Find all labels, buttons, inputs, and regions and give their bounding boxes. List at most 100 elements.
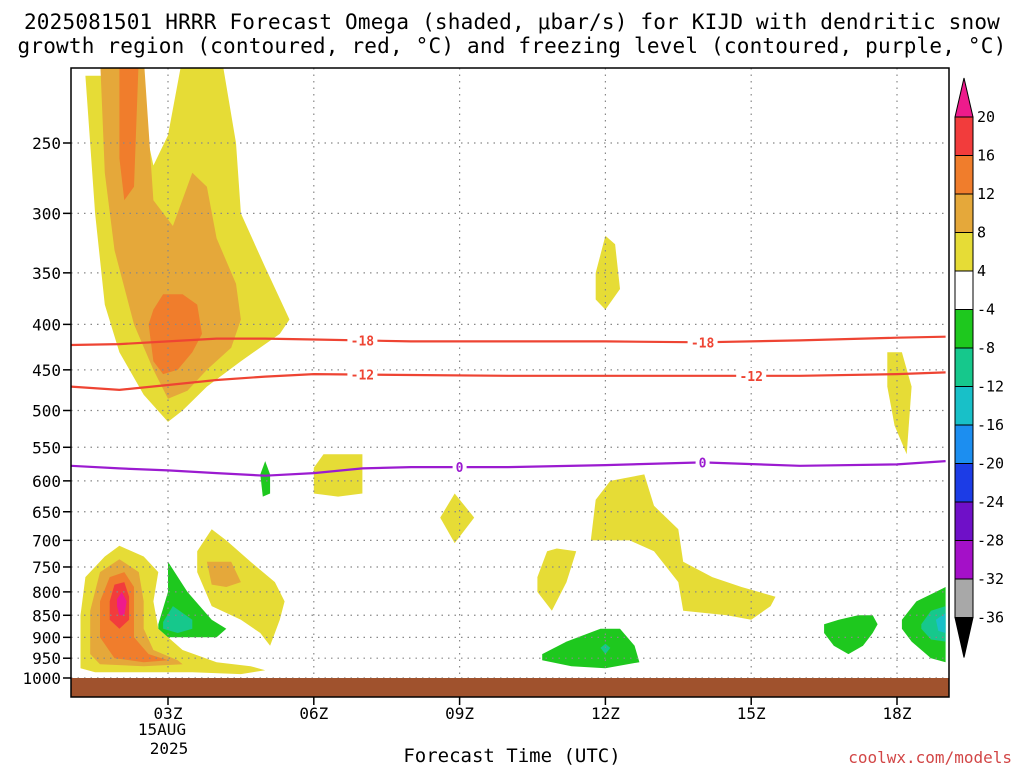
y-tick-label-700: 700: [32, 531, 61, 550]
omega-region-18: [163, 606, 193, 633]
colorbar-label: -24: [977, 493, 1004, 511]
y-tick-label-850: 850: [32, 606, 61, 625]
colorbar-bin-6: [954, 347, 974, 387]
chart-title-line-1: 2025081501 HRRR Forecast Omega (shaded, …: [23, 10, 1001, 34]
y-tick-label-800: 800: [32, 583, 61, 602]
colorbar-bin-7: [954, 386, 974, 426]
contour-label-0: 0: [456, 461, 464, 476]
omega-region-25: [935, 613, 946, 633]
x-tick-label-06Z: 06Z: [299, 704, 328, 723]
colorbar-label: -8: [977, 339, 995, 357]
colorbar-bin-5: [954, 309, 974, 349]
contour-label--12: -12: [739, 370, 762, 385]
colorbar-top-arrow: [954, 77, 974, 118]
colorbar-bin-3: [954, 232, 974, 272]
contour-label--18: -18: [691, 336, 715, 351]
y-tick-label-500: 500: [32, 402, 61, 421]
y-tick-label-400: 400: [32, 315, 61, 334]
x-tick-label-09Z: 09Z: [445, 704, 474, 723]
contour-label-bg: [736, 367, 767, 384]
contour-label-bg: [695, 454, 710, 471]
colorbar-label: -32: [977, 570, 1004, 588]
colorbar-bin-1: [954, 155, 974, 195]
credit-link[interactable]: coolwx.com/models: [848, 748, 1012, 767]
omega-region-3: [148, 294, 202, 375]
colorbar-label: 20: [977, 108, 995, 126]
x-tick-label-03Z: 03Z: [154, 704, 183, 723]
temperature-contours: -18 -18 -12 -12 0 0: [71, 332, 946, 477]
colorbar-bin-4: [954, 270, 974, 310]
x-tick-label-15Z: 15Z: [737, 704, 766, 723]
colorbar-label: -12: [977, 378, 1004, 396]
chart-title-line-2: growth region (contoured, red, °C) and f…: [17, 34, 1007, 58]
omega-region-1: [100, 68, 241, 399]
colorbar-label: 8: [977, 224, 986, 242]
x-axis-ticks: 03Z 06Z 09Z 12Z 15Z 18Z: [154, 697, 912, 723]
y-tick-label-550: 550: [32, 438, 61, 457]
colorbar-label: -16: [977, 416, 1004, 434]
omega-region-8: [590, 474, 776, 620]
omega-region-4: [595, 235, 620, 310]
omega-region-16: [117, 591, 127, 616]
contour-label--12: -12: [351, 369, 374, 384]
omega-region-19: [260, 461, 271, 497]
x-tick-label-12Z: 12Z: [591, 704, 620, 723]
colorbar-bin-0: [954, 116, 974, 156]
contour-label-bg: [452, 459, 467, 476]
contour-label-0: 0: [699, 456, 707, 471]
colorbar: 20 16 12 8 4 -4 -8 -12 -16 -20 -24 -28 -32 -36: [954, 77, 1004, 658]
y-tick-label-900: 900: [32, 628, 61, 647]
colorbar-bin-2: [954, 193, 974, 233]
omega-region-20: [542, 628, 640, 669]
omega-region-24: [921, 606, 946, 642]
colorbar-bin-8: [954, 424, 974, 464]
contour-label-bg: [347, 366, 378, 383]
y-tick-label-650: 650: [32, 503, 61, 522]
colorbar-label: 16: [977, 147, 995, 165]
y-axis-ticks: 250 300 350 400 450 500 550 600 650 700 750 800 850 9…: [22, 134, 71, 688]
date-label-day: 15AUG: [137, 720, 187, 739]
contour-line-0: [71, 460, 946, 477]
omega-region-7: [440, 493, 475, 544]
colorbar-label: 4: [977, 262, 986, 280]
colorbar-bin-9: [954, 463, 974, 503]
contour-line--18: [71, 335, 946, 347]
colorbar-label: -20: [977, 455, 1004, 473]
y-tick-label-450: 450: [32, 361, 61, 380]
colorbar-bottom-arrow: [954, 617, 974, 658]
colorbar-label: -36: [977, 609, 1004, 627]
y-tick-label-300: 300: [32, 204, 61, 223]
y-tick-label-1000: 1000: [22, 669, 61, 688]
omega-region-22: [824, 615, 878, 655]
colorbar-bin-10: [954, 501, 974, 541]
y-tick-label-250: 250: [32, 134, 61, 153]
colorbar-bin-11: [954, 540, 974, 580]
y-tick-label-950: 950: [32, 649, 61, 668]
colorbar-bin-12: [954, 578, 974, 618]
contour-line--12: [71, 371, 946, 392]
omega-shaded-regions: [80, 68, 946, 675]
x-axis-title: Forecast Time (UTC): [403, 745, 621, 767]
omega-region-5: [887, 352, 912, 455]
omega-region-21: [600, 643, 611, 655]
colorbar-label: -4: [977, 301, 995, 319]
x-tick-label-18Z: 18Z: [883, 704, 912, 723]
omega-region-6: [313, 454, 363, 497]
y-tick-label-750: 750: [32, 558, 61, 577]
colorbar-label: 12: [977, 185, 995, 203]
contour-label-bg: [687, 334, 718, 351]
omega-region-9: [537, 548, 577, 611]
ground-surface: [71, 678, 949, 697]
grid-lines: [71, 68, 949, 679]
colorbar-label: -28: [977, 532, 1004, 550]
contour-label-bg: [347, 332, 378, 349]
date-label-year: 2025: [149, 739, 189, 758]
omega-region-11: [206, 561, 241, 587]
omega-region-2: [119, 68, 139, 201]
y-tick-label-600: 600: [32, 472, 61, 491]
omega-region-10: [197, 529, 285, 646]
y-tick-label-350: 350: [32, 264, 61, 283]
contour-label--18: -18: [351, 334, 375, 349]
plot-frame: [70, 67, 950, 698]
